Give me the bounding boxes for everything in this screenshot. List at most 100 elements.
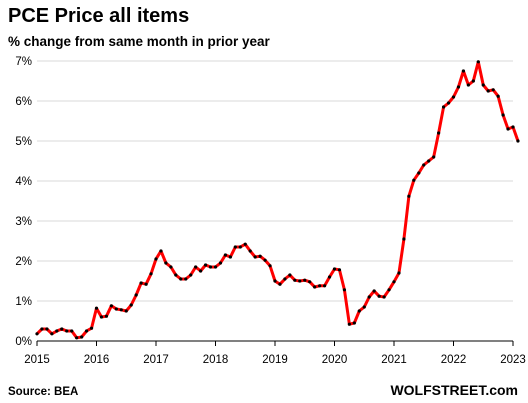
- data-point: [199, 269, 203, 273]
- data-point: [129, 303, 133, 307]
- data-point: [80, 335, 84, 339]
- data-point: [456, 85, 461, 89]
- data-point: [50, 332, 54, 336]
- data-point: [194, 265, 198, 269]
- x-tick-label: 2016: [84, 354, 110, 366]
- data-point: [169, 265, 173, 269]
- x-axis-tick-labels: 2015 2016 2017 2018 2019 2020 2021 2022 2023: [24, 354, 526, 366]
- data-point: [84, 329, 89, 333]
- brand-watermark: WOLFSTREET.com: [390, 382, 518, 398]
- data-point: [159, 249, 163, 253]
- x-tick-label: 2015: [24, 354, 50, 366]
- y-tick-label: 4%: [15, 176, 32, 188]
- data-point: [119, 308, 123, 312]
- data-point: [491, 88, 495, 92]
- x-tick-label: 2021: [381, 354, 407, 366]
- data-point: [189, 273, 193, 277]
- data-point: [407, 194, 411, 198]
- data-point: [486, 89, 490, 93]
- chart-subtitle: % change from same month in prior year: [8, 34, 271, 49]
- data-point: [233, 245, 237, 249]
- data-point: [342, 288, 347, 292]
- data-point: [228, 255, 232, 259]
- data-point: [149, 272, 153, 276]
- data-point: [248, 249, 252, 253]
- data-point: [164, 261, 168, 265]
- y-tick-label: 5%: [15, 136, 32, 148]
- data-point: [313, 285, 317, 289]
- data-point: [511, 125, 515, 129]
- data-point: [392, 280, 396, 284]
- data-point: [322, 284, 327, 288]
- data-point: [402, 237, 406, 241]
- y-tick-label: 3%: [15, 216, 32, 228]
- data-point: [278, 282, 282, 286]
- data-point: [461, 69, 466, 73]
- data-point: [437, 131, 441, 135]
- data-point: [441, 105, 446, 109]
- data-point: [70, 329, 74, 333]
- data-point: [179, 277, 183, 281]
- series-layer: [35, 60, 520, 340]
- data-point: [144, 282, 148, 286]
- data-point: [203, 263, 208, 267]
- data-point: [298, 279, 302, 283]
- data-point: [283, 277, 287, 281]
- data-point: [293, 278, 297, 282]
- y-tick-label: 1%: [15, 296, 32, 308]
- data-point: [337, 268, 342, 272]
- data-point: [471, 79, 475, 83]
- data-point: [506, 127, 510, 131]
- data-point: [382, 295, 386, 299]
- x-tick-label: 2018: [203, 354, 229, 366]
- data-point: [288, 273, 292, 277]
- data-point: [427, 159, 431, 163]
- data-point: [218, 261, 223, 265]
- data-point: [476, 60, 480, 64]
- data-point: [362, 305, 366, 309]
- x-tick-label: 2023: [500, 354, 526, 366]
- data-point: [253, 255, 257, 259]
- data-point: [60, 327, 64, 331]
- data-point: [55, 329, 59, 333]
- data-point: [481, 83, 485, 87]
- data-point: [94, 306, 99, 310]
- data-point: [412, 178, 416, 182]
- x-tick-label: 2022: [441, 354, 467, 366]
- data-point: [99, 315, 104, 319]
- data-point: [104, 314, 109, 318]
- data-point: [308, 280, 312, 284]
- data-point: [367, 295, 371, 299]
- data-point: [114, 307, 118, 311]
- data-point: [451, 95, 456, 99]
- data-point: [327, 275, 332, 279]
- data-point: [89, 326, 94, 330]
- data-point: [35, 332, 39, 336]
- data-point: [422, 163, 426, 167]
- data-point: [154, 257, 158, 261]
- data-point: [65, 329, 69, 333]
- data-point: [208, 265, 213, 269]
- data-point: [303, 278, 307, 282]
- source-note: Source: BEA: [8, 386, 78, 398]
- data-point: [238, 245, 242, 249]
- data-point: [496, 94, 500, 98]
- gridlines: [37, 60, 513, 302]
- y-tick-label: 0%: [15, 336, 32, 348]
- data-point: [174, 273, 178, 277]
- data-point: [223, 253, 228, 257]
- data-point: [75, 336, 79, 340]
- data-point: [417, 171, 421, 175]
- y-tick-label: 6%: [15, 96, 32, 108]
- data-point: [109, 304, 113, 308]
- data-point: [258, 254, 262, 258]
- x-tick-label: 2019: [262, 354, 288, 366]
- data-point: [184, 277, 188, 281]
- data-point: [501, 113, 505, 117]
- data-point: [318, 284, 322, 288]
- data-point: [273, 279, 277, 283]
- data-point: [446, 101, 451, 105]
- data-point: [466, 83, 470, 87]
- data-point: [268, 264, 272, 268]
- x-tick-label: 2017: [143, 354, 169, 366]
